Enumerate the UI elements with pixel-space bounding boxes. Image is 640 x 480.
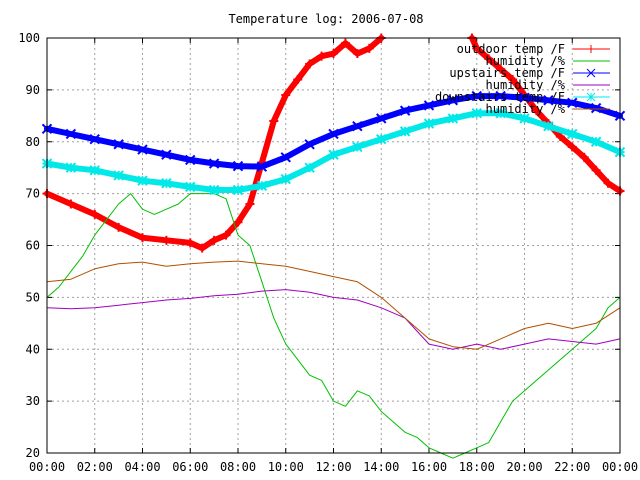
data-point — [376, 133, 387, 145]
y-tick-label: 80 — [26, 135, 40, 149]
series-3 — [46, 289, 621, 350]
data-point — [423, 100, 435, 111]
data-point — [586, 68, 596, 78]
legend-item-3: humidity /% — [486, 78, 610, 92]
data-point — [543, 95, 554, 106]
legend-item-0: outdoor temp /F — [457, 42, 610, 56]
data-point — [423, 118, 435, 129]
series-line — [44, 35, 385, 252]
y-tick-label: 60 — [26, 239, 40, 253]
axis-ticks: 20 30 40 50 60 70 80 90 100 00:00 02:00 04:00 06:00 0… — [18, 31, 638, 474]
data-point — [137, 175, 148, 186]
x-tick-label: 16:00 — [411, 460, 447, 474]
grid — [47, 38, 620, 453]
legend-label: downstairs temp /F — [435, 90, 565, 104]
data-point — [185, 181, 196, 193]
data-point — [113, 139, 124, 150]
data-point — [590, 136, 602, 147]
x-tick-label: 08:00 — [220, 460, 256, 474]
data-point — [447, 113, 459, 124]
data-point — [280, 173, 291, 185]
y-tick-label: 40 — [26, 342, 40, 356]
legend-label: humidity /% — [486, 102, 566, 116]
data-point — [208, 158, 220, 169]
series-line — [46, 260, 621, 350]
y-tick-label: 20 — [26, 446, 40, 460]
data-point — [89, 133, 100, 145]
data-point — [352, 141, 363, 153]
legend-label: humidity /% — [486, 54, 566, 68]
data-point — [471, 108, 482, 119]
series-5 — [46, 260, 621, 350]
data-point — [280, 152, 291, 163]
data-point — [543, 120, 554, 132]
y-tick-label: 50 — [26, 290, 40, 304]
x-tick-label: 00:00 — [29, 460, 65, 474]
x-tick-label: 06:00 — [172, 460, 208, 474]
data-point — [519, 113, 530, 124]
data-point — [304, 162, 315, 173]
series-4 — [41, 108, 626, 196]
x-tick-label: 14:00 — [363, 460, 399, 474]
x-tick-label: 00:00 — [602, 460, 638, 474]
x-tick-label: 10:00 — [268, 460, 304, 474]
data-point — [586, 92, 596, 102]
series-line — [46, 193, 621, 459]
data-point — [256, 180, 268, 192]
y-tick-label: 30 — [26, 394, 40, 408]
data-point — [399, 126, 411, 137]
data-point — [447, 95, 459, 106]
data-point — [208, 184, 220, 196]
data-point — [89, 165, 100, 176]
data-point — [137, 144, 148, 155]
series-line — [469, 35, 623, 194]
data-point — [256, 161, 268, 172]
data-point — [519, 92, 530, 103]
data-point — [495, 90, 506, 102]
data-point — [399, 105, 411, 116]
data-point — [304, 139, 315, 150]
series-1 — [46, 193, 621, 459]
data-point — [328, 149, 339, 160]
data-point — [352, 120, 363, 132]
data-point — [161, 149, 172, 160]
series-line — [46, 289, 621, 350]
legend-item-4: downstairs temp /F — [435, 90, 610, 104]
legend-item-2: upstairs temp /F — [449, 66, 610, 80]
legend-label: upstairs temp /F — [449, 66, 565, 80]
legend-item-1: humidity /% — [486, 54, 610, 68]
data-point — [232, 160, 244, 172]
legend-item-5: humidity /% — [486, 102, 610, 116]
chart-title: Temperature log: 2006-07-08 — [228, 12, 423, 26]
data-point — [161, 178, 172, 189]
plot-border — [46, 37, 621, 454]
data-point — [232, 184, 244, 196]
y-tick-label: 100 — [18, 31, 40, 45]
x-tick-label: 02:00 — [77, 460, 113, 474]
x-tick-label: 12:00 — [315, 460, 351, 474]
y-tick-label: 70 — [26, 187, 40, 201]
data-point — [495, 108, 506, 119]
data-point — [471, 90, 482, 102]
x-tick-label: 20:00 — [506, 460, 542, 474]
data-point — [376, 113, 387, 124]
data-point — [65, 162, 77, 173]
legend-label: outdoor temp /F — [457, 42, 565, 56]
x-tick-label: 04:00 — [124, 460, 160, 474]
data-point — [590, 102, 602, 114]
data-point — [567, 128, 578, 140]
data-point — [567, 97, 578, 109]
data-point — [65, 128, 77, 140]
series-2 — [41, 90, 626, 172]
y-tick-label: 90 — [26, 83, 40, 97]
legend-label: humidity /% — [486, 78, 566, 92]
x-tick-label: 18:00 — [459, 460, 495, 474]
data-point — [185, 154, 196, 166]
data-point — [328, 128, 339, 140]
x-tick-label: 22:00 — [554, 460, 590, 474]
data-point — [113, 170, 124, 181]
